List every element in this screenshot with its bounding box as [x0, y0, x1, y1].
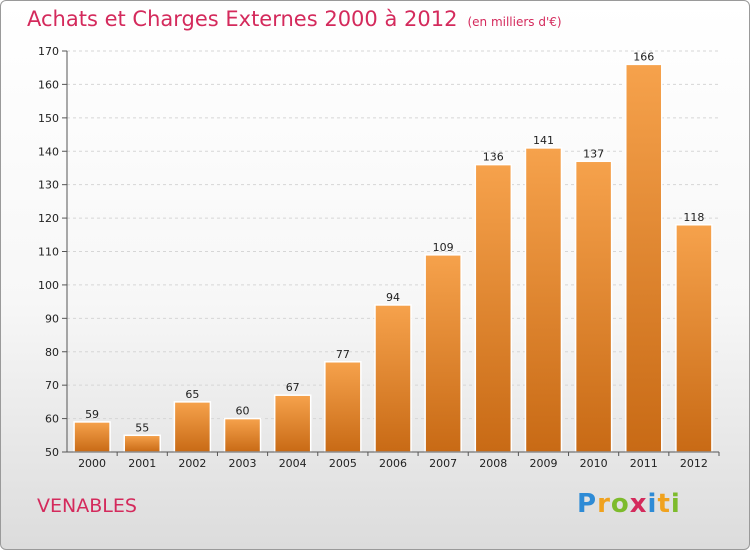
y-tick-label: 60 [45, 413, 59, 426]
bar-value-label: 137 [583, 147, 604, 160]
y-tick-label: 80 [45, 346, 59, 359]
bar [374, 304, 412, 453]
title-text: Achats et Charges Externes 2000 à 2012 [27, 7, 458, 31]
bar [324, 361, 362, 453]
y-tick-label: 130 [38, 179, 59, 192]
proxiti-logo[interactable]: Proxiti [577, 489, 681, 519]
x-tick-label: 2010 [580, 457, 608, 470]
bar [273, 394, 312, 453]
bar-value-label: 109 [433, 241, 454, 254]
bar-value-label: 166 [633, 50, 654, 63]
logo-letter: x [629, 489, 648, 519]
y-axis: 50 60 70 80 90 100 110 120 130 140 150 160 170 [38, 45, 68, 459]
bar-value-label: 59 [85, 408, 99, 421]
x-tick-label: 2003 [229, 457, 257, 470]
bar-value-label: 65 [185, 388, 199, 401]
bar [524, 147, 563, 453]
x-tick-label: 2006 [379, 457, 407, 470]
y-tick-label: 160 [38, 78, 59, 91]
y-tick-label: 140 [38, 145, 59, 158]
bar-value-label: 141 [533, 134, 554, 147]
y-tick-label: 70 [45, 379, 59, 392]
x-tick-label: 2011 [630, 457, 658, 470]
bar-value-label: 136 [483, 151, 504, 164]
y-tick-label: 110 [38, 246, 59, 259]
y-tick-label: 90 [45, 312, 59, 325]
bar [675, 224, 713, 453]
bar-value-label: 77 [336, 348, 350, 361]
bar [625, 63, 663, 453]
y-tick-label: 50 [45, 446, 59, 459]
x-tick-label: 2007 [429, 457, 457, 470]
logo-letter: i [647, 489, 658, 519]
bar [123, 434, 161, 453]
bar [574, 160, 613, 453]
bar-value-label: 67 [286, 381, 300, 394]
bar [223, 417, 262, 453]
chart-title: Achats et Charges Externes 2000 à 2012 (e… [27, 7, 562, 31]
bar-value-label: 60 [236, 405, 250, 418]
y-tick-label: 100 [38, 279, 59, 292]
logo-letter: o [610, 489, 630, 519]
x-axis: 2000 2001 2002 2003 2004 2005 2006 2007 2008 2009… [67, 451, 720, 470]
x-tick-label: 2005 [329, 457, 357, 470]
x-tick-label: 2002 [178, 457, 206, 470]
bar-value-label: 55 [135, 421, 149, 434]
bar-value-label: 118 [683, 211, 704, 224]
x-tick-label: 2012 [680, 457, 708, 470]
bar [474, 163, 513, 453]
x-tick-label: 2009 [529, 457, 557, 470]
bar [173, 401, 212, 453]
y-tick-label: 120 [38, 212, 59, 225]
y-tick-label: 150 [38, 112, 59, 125]
x-tick-label: 2004 [279, 457, 307, 470]
x-tick-label: 2008 [479, 457, 507, 470]
commune-name: VENABLES [37, 495, 137, 517]
bar-value-label: 94 [386, 291, 400, 304]
logo-letter: i [670, 489, 681, 519]
bar [73, 421, 111, 453]
bar [424, 254, 462, 453]
y-tick-label: 170 [38, 45, 59, 58]
logo-letter: r [597, 489, 611, 519]
unit-label: (en milliers d'€) [467, 15, 562, 29]
x-tick-label: 2000 [78, 457, 106, 470]
x-tick-label: 2001 [128, 457, 156, 470]
bars: 59 55 65 60 67 77 94 109 136 141 137 166 118 [73, 50, 713, 453]
logo-letter: t [657, 489, 671, 519]
logo-letter: P [577, 489, 598, 519]
